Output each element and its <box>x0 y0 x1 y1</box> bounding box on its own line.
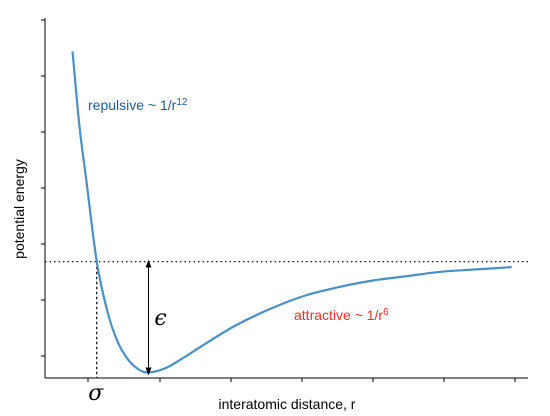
repulsive-annotation: repulsive ~ 1/r12 <box>88 97 188 113</box>
x-axis-label: interatomic distance, r <box>219 396 356 412</box>
y-axis-label: potential energy <box>11 159 27 259</box>
attractive-exponent: 6 <box>383 307 389 318</box>
repulsive-annotation-text: repulsive ~ 1/r <box>88 97 177 113</box>
epsilon-label: ϵ <box>154 306 166 331</box>
axis-ticks <box>41 19 516 382</box>
attractive-annotation: attractive ~ 1/r6 <box>294 307 389 323</box>
sigma-label: σ <box>88 381 104 406</box>
potential-curve <box>71 51 512 374</box>
attractive-annotation-text: attractive ~ 1/r <box>294 307 383 323</box>
repulsive-exponent: 12 <box>176 97 188 108</box>
